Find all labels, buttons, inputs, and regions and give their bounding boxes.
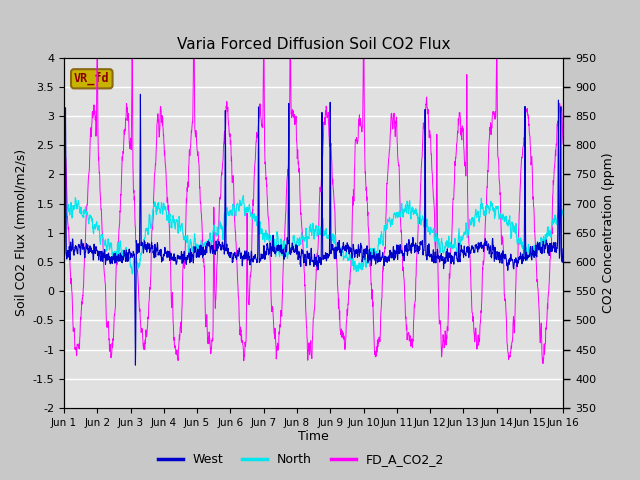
Legend: West, North, FD_A_CO2_2: West, North, FD_A_CO2_2	[152, 448, 449, 471]
Title: Varia Forced Diffusion Soil CO2 Flux: Varia Forced Diffusion Soil CO2 Flux	[177, 37, 451, 52]
Y-axis label: Soil CO2 Flux (mmol/m2/s): Soil CO2 Flux (mmol/m2/s)	[14, 149, 27, 316]
X-axis label: Time: Time	[298, 431, 329, 444]
Text: VR_fd: VR_fd	[74, 72, 109, 85]
Y-axis label: CO2 Concentration (ppm): CO2 Concentration (ppm)	[602, 153, 614, 313]
